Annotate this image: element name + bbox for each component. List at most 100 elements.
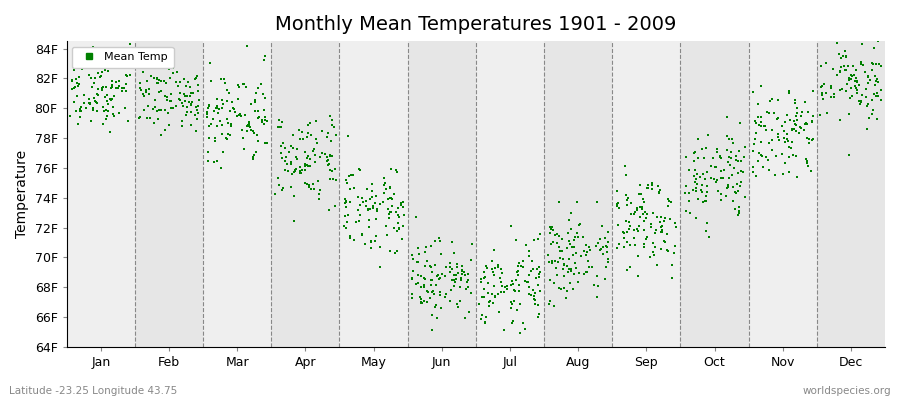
Point: [848, 91, 862, 97]
Point: [541, 288, 555, 294]
Point: [445, 282, 459, 288]
Point: [450, 249, 464, 256]
Point: [765, 123, 779, 129]
Point: [220, 129, 235, 136]
Point: [761, 149, 776, 155]
Point: [256, 76, 270, 82]
Point: [631, 258, 645, 264]
Point: [667, 203, 681, 209]
Point: [120, 60, 134, 66]
Point: [122, 74, 137, 80]
Point: [309, 138, 323, 144]
Point: [589, 257, 603, 264]
Bar: [817, 41, 885, 347]
Point: [855, 63, 869, 69]
Point: [392, 178, 407, 184]
Point: [393, 222, 408, 228]
Point: [208, 84, 222, 90]
Point: [284, 155, 298, 162]
Point: [572, 262, 586, 268]
Point: [252, 111, 266, 117]
Point: [136, 84, 150, 90]
Point: [410, 260, 424, 266]
Point: [424, 256, 438, 262]
Point: [284, 159, 299, 166]
Point: [855, 86, 869, 93]
Point: [302, 146, 317, 153]
Point: [311, 158, 326, 165]
Point: [601, 270, 616, 277]
Point: [289, 174, 303, 181]
Point: [72, 97, 86, 104]
Point: [269, 142, 284, 148]
Point: [377, 208, 392, 215]
Point: [473, 318, 488, 324]
Point: [145, 114, 159, 120]
Point: [771, 156, 786, 162]
Point: [595, 234, 609, 240]
Point: [710, 200, 724, 207]
Point: [749, 77, 763, 84]
Point: [202, 153, 216, 159]
Point: [855, 95, 869, 101]
Point: [453, 286, 467, 292]
Point: [158, 90, 172, 97]
Point: [144, 146, 158, 152]
Point: [328, 147, 343, 153]
Point: [770, 88, 784, 94]
Point: [750, 149, 764, 156]
Point: [871, 99, 886, 105]
Point: [418, 278, 433, 284]
Point: [550, 244, 564, 251]
Point: [859, 80, 873, 87]
Point: [616, 213, 631, 219]
Point: [160, 86, 175, 92]
Point: [237, 124, 251, 131]
Point: [630, 224, 644, 230]
Point: [666, 219, 680, 226]
Point: [392, 205, 407, 211]
Point: [854, 44, 868, 51]
Point: [182, 87, 196, 94]
Point: [293, 101, 308, 107]
Point: [339, 246, 354, 253]
Point: [309, 179, 323, 185]
Point: [774, 102, 788, 109]
Point: [365, 214, 380, 220]
Point: [586, 251, 600, 257]
Point: [845, 69, 859, 76]
Point: [224, 99, 238, 105]
Point: [278, 171, 293, 178]
Point: [346, 214, 360, 220]
Point: [592, 253, 607, 259]
Point: [543, 263, 557, 269]
Point: [438, 297, 453, 304]
Point: [491, 286, 506, 292]
Point: [525, 302, 539, 308]
Point: [708, 192, 723, 198]
Point: [154, 108, 168, 114]
Point: [123, 75, 138, 82]
Point: [762, 147, 777, 153]
Point: [868, 67, 883, 73]
Point: [667, 194, 681, 200]
Point: [565, 257, 580, 264]
Point: [619, 158, 634, 165]
Bar: [271, 41, 339, 347]
Point: [352, 167, 366, 173]
Point: [76, 76, 91, 82]
Point: [819, 96, 833, 103]
Point: [385, 217, 400, 223]
Point: [371, 206, 385, 212]
Point: [202, 107, 216, 113]
Point: [428, 270, 442, 276]
Point: [382, 223, 396, 230]
Point: [660, 186, 674, 192]
Point: [783, 144, 797, 151]
Point: [686, 135, 700, 141]
Point: [85, 94, 99, 100]
Point: [275, 166, 290, 172]
Point: [698, 197, 712, 204]
Point: [713, 202, 727, 209]
Point: [94, 49, 108, 56]
